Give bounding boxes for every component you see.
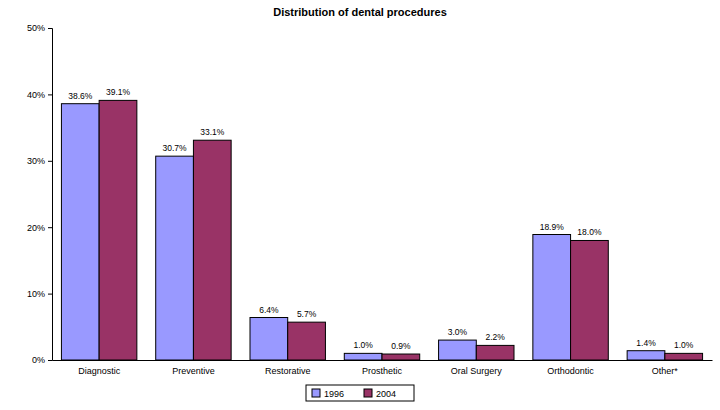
bar [382, 354, 420, 360]
x-tick-label: Diagnostic [78, 366, 121, 376]
legend-label: 1996 [324, 389, 344, 399]
legend-swatch [312, 389, 320, 397]
data-label: 1.0% [353, 340, 373, 350]
y-tick: 20% [27, 223, 52, 233]
x-tick: Preventive [172, 360, 215, 376]
bar [571, 240, 609, 360]
data-labels: 38.6% 30.7% 6.4% 1.0% 3.0% 18.9% 1.4% 39.1% 33.1… [68, 87, 694, 351]
bar [99, 100, 137, 360]
bars [61, 100, 702, 360]
y-tick: 10% [27, 289, 52, 299]
x-axis-line [53, 360, 713, 361]
y-tick-mark [48, 294, 52, 295]
bar [476, 345, 514, 360]
y-tick-mark [48, 28, 52, 29]
x-tick: Orthodontic [547, 360, 594, 376]
title: Distribution of dental procedures [273, 6, 447, 18]
data-label: 18.9% [540, 222, 565, 232]
bar [250, 318, 288, 360]
data-label: 5.7% [297, 309, 317, 319]
y-tick-label: 10% [27, 289, 45, 299]
data-label: 6.4% [259, 305, 279, 315]
y-tick-label: 50% [27, 23, 45, 33]
y-tick-mark [48, 161, 52, 162]
y-axis: 0% 10% 20% 30% 40% 50% [27, 23, 53, 365]
legend-label: 2004 [376, 389, 396, 399]
y-tick-mark [48, 360, 52, 361]
y-tick-label: 0% [32, 355, 45, 365]
bar [156, 156, 194, 360]
y-tick-label: 20% [27, 223, 45, 233]
data-label: 1.4% [636, 338, 656, 348]
x-axis: Diagnostic Preventive Restorative Prostheti… [53, 360, 713, 376]
y-axis-line [48, 29, 53, 361]
data-label: 39.1% [106, 87, 131, 97]
data-label: 3.0% [448, 327, 468, 337]
y-tick-label: 40% [27, 90, 45, 100]
x-tick-label: Restorative [265, 366, 311, 376]
data-label: 0.9% [391, 341, 411, 351]
x-tick-label: Prosthetic [362, 366, 403, 376]
bar [665, 353, 703, 360]
bar [627, 351, 665, 360]
x-tick: Prosthetic [362, 360, 403, 376]
x-tick-label: Preventive [172, 366, 215, 376]
x-tick: Oral Surgery [451, 360, 503, 376]
legend: 1996 2004 [306, 385, 414, 401]
bar [61, 104, 99, 360]
bar [288, 322, 326, 360]
y-tick: 0% [32, 355, 52, 365]
data-label: 18.0% [577, 227, 602, 237]
bar [439, 340, 477, 360]
x-tick-label: Other* [652, 366, 679, 376]
y-tick: 30% [27, 156, 52, 166]
x-tick-label: Orthodontic [547, 366, 594, 376]
data-label: 1.0% [674, 340, 694, 350]
data-label: 2.2% [485, 332, 505, 342]
y-tick-mark [48, 227, 52, 228]
x-tick: Diagnostic [78, 360, 121, 376]
chart: Distribution of dental procedures 0% 10% 20… [0, 0, 720, 410]
y-tick: 50% [27, 23, 52, 33]
bar [344, 353, 382, 360]
y-tick: 40% [27, 90, 52, 100]
bar [193, 140, 231, 360]
x-tick: Other* [652, 360, 679, 376]
data-label: 30.7% [163, 143, 188, 153]
legend-swatch [364, 389, 372, 397]
y-tick-label: 30% [27, 156, 45, 166]
y-tick-mark [48, 94, 52, 95]
bar [533, 235, 571, 360]
x-tick: Restorative [265, 360, 311, 376]
legend-box [306, 385, 414, 401]
data-label: 33.1% [200, 127, 225, 137]
data-label: 38.6% [68, 91, 93, 101]
x-tick-label: Oral Surgery [451, 366, 503, 376]
